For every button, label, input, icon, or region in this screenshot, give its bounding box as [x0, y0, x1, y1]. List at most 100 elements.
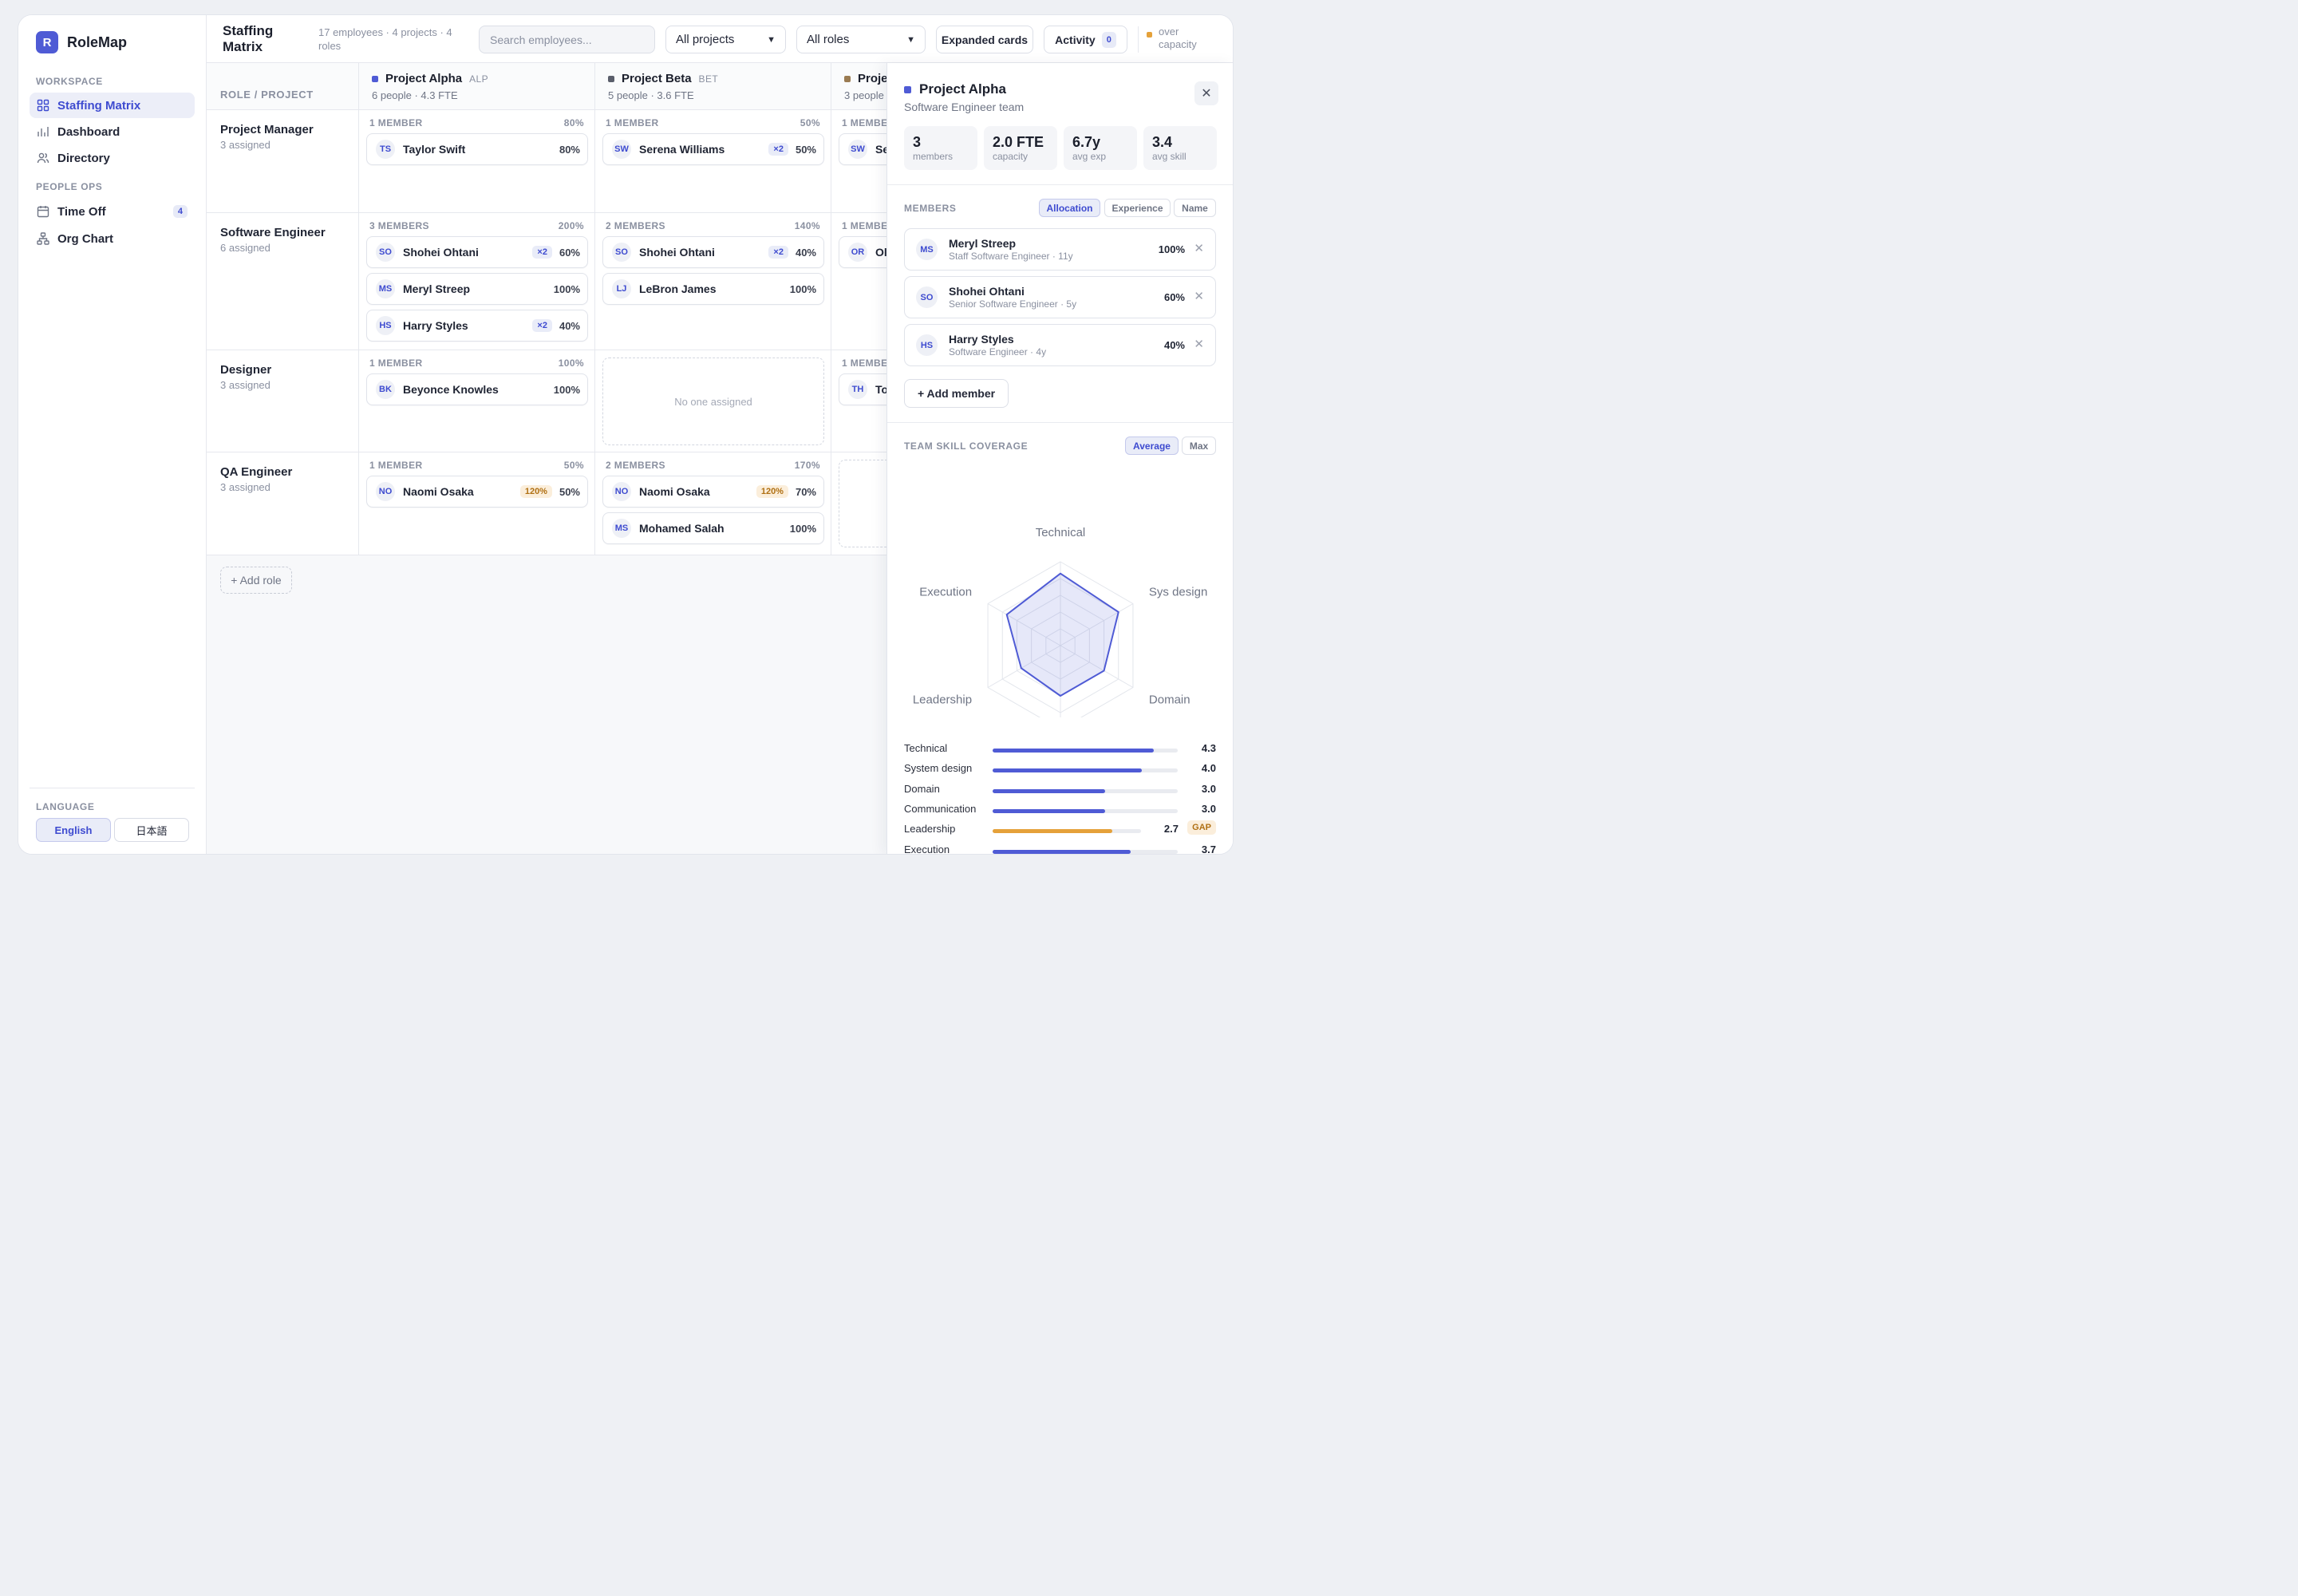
member-card[interactable]: HS Harry Styles ×2 40%	[366, 310, 588, 342]
member-count: 1 MEMBER	[369, 460, 423, 471]
project-meta: 3 people	[844, 89, 884, 101]
member-name: Harry Styles	[949, 333, 1014, 346]
expanded-cards-button[interactable]: Expanded cards	[936, 26, 1033, 53]
project-detail-panel: Project Alpha Software Engineer team ✕ 3…	[886, 63, 1233, 855]
multi-project-badge: ×2	[532, 246, 552, 259]
radar-axis-label: Leadership	[913, 693, 972, 707]
member-card[interactable]: SW Serena Williams ×2 50%	[602, 133, 824, 165]
sidebar-item-time-off[interactable]: Time Off 4	[30, 199, 195, 224]
radar-axis-label: Execution	[919, 586, 972, 599]
sort-allocation-button[interactable]: Allocation	[1039, 199, 1100, 217]
sidebar-item-org-chart[interactable]: Org Chart	[30, 226, 195, 251]
member-card[interactable]: SO Shohei Ohtani ×2 40%	[602, 236, 824, 268]
role-name: QA Engineer	[220, 465, 293, 479]
member-card[interactable]: BK Beyonce Knowles 100%	[366, 373, 588, 405]
avatar: BK	[376, 380, 395, 399]
over-capacity-legend: over capacity	[1147, 26, 1214, 51]
member-card[interactable]: MS Meryl Streep 100%	[366, 273, 588, 305]
member-card-meta: 120% 50%	[519, 485, 580, 498]
member-card-meta: ×2 50%	[768, 143, 816, 156]
divider	[887, 184, 1233, 185]
brand[interactable]: R RoleMap	[36, 31, 127, 53]
member-card[interactable]: NO Naomi Osaka 120% 50%	[366, 476, 588, 508]
member-name: Harry Styles	[403, 319, 468, 332]
skill-bar-track	[993, 808, 1178, 813]
multi-project-badge: ×2	[768, 143, 788, 156]
role-assigned-count: 3 assigned	[220, 481, 270, 493]
stat-avg-skill: 3.4 avg skill	[1143, 126, 1217, 170]
avatar: SO	[612, 243, 631, 262]
app-logo: R	[36, 31, 58, 53]
member-row[interactable]: HS Harry Styles Software Engineer · 4y 4…	[904, 324, 1216, 366]
member-card[interactable]: NO Naomi Osaka 120% 70%	[602, 476, 824, 508]
skill-bar-fill	[993, 829, 1112, 834]
skill-value: 3.7	[1201, 843, 1216, 855]
member-card[interactable]: LJ LeBron James 100%	[602, 273, 824, 305]
project-filter-value: All projects	[676, 33, 735, 46]
cell-total-allocation: 200%	[558, 220, 584, 231]
summary-text: 17 employees · 4 projects · 4 roles	[318, 26, 452, 52]
panel-subtitle: Software Engineer team	[904, 101, 1025, 113]
search-input[interactable]: Search employees...	[479, 26, 655, 53]
remove-member-icon[interactable]: ✕	[1194, 338, 1204, 351]
close-icon[interactable]: ✕	[1194, 81, 1218, 105]
section-label-workspace: WORKSPACE	[36, 76, 103, 87]
member-allocation: 70%	[795, 485, 816, 498]
member-row[interactable]: MS Meryl Streep Staff Software Engineer …	[904, 228, 1216, 271]
skill-bar-fill	[993, 808, 1105, 813]
sidebar-item-label: Time Off	[57, 204, 106, 219]
panel-title: Project Alpha	[904, 81, 1006, 97]
sidebar-item-dashboard[interactable]: Dashboard	[30, 119, 195, 144]
skill-bar-row: Domain 3.0	[904, 783, 1216, 797]
role-row-label: Designer 3 assigned	[207, 350, 359, 452]
project-filter-select[interactable]: All projects ▼	[665, 26, 786, 53]
member-allocation: 60%	[1163, 291, 1185, 303]
remove-member-icon[interactable]: ✕	[1194, 242, 1204, 255]
member-allocation: 50%	[795, 143, 816, 156]
empty-cell-dropzone[interactable]: No one assigned	[602, 358, 824, 445]
project-color-dot	[608, 75, 614, 82]
sort-experience-button[interactable]: Experience	[1104, 199, 1171, 217]
member-card[interactable]: MS Mohamed Salah 100%	[602, 512, 824, 544]
matrix-cell: 1 MEMBER 100% BK Beyonce Knowles 100%	[359, 350, 595, 452]
matrix-cell: 1 MEMBER 80% TS Taylor Swift 80%	[359, 110, 595, 213]
skill-bar-track	[993, 749, 1178, 753]
app-name: RoleMap	[67, 34, 128, 50]
app-window: R RoleMap WORKSPACE Staffing Matrix Dash…	[18, 14, 1234, 855]
member-card[interactable]: SO Shohei Ohtani ×2 60%	[366, 236, 588, 268]
member-count: 1 MEMBER	[606, 117, 659, 128]
activity-button[interactable]: Activity 0	[1044, 26, 1127, 53]
sidebar-item-staffing-matrix[interactable]: Staffing Matrix	[30, 93, 195, 118]
member-allocation: 60%	[559, 246, 580, 259]
role-filter-select[interactable]: All roles ▼	[796, 26, 926, 53]
member-count: 1 MEMBER	[842, 358, 895, 369]
add-role-button[interactable]: + Add role	[220, 567, 292, 594]
sort-name-button[interactable]: Name	[1174, 199, 1216, 217]
add-member-button[interactable]: + Add member	[904, 379, 1009, 408]
cell-header: 1 MEMBER 100%	[369, 358, 584, 369]
sidebar-item-directory[interactable]: Directory	[30, 145, 195, 171]
avatar: MS	[376, 279, 395, 298]
radar-axis-label: Technical	[1036, 526, 1086, 539]
avatar: MS	[916, 239, 938, 260]
language-english-button[interactable]: English	[36, 818, 111, 842]
stat-label: avg skill	[1152, 151, 1187, 162]
language-japanese-button[interactable]: 日本語	[114, 818, 189, 842]
coverage-average-button[interactable]: Average	[1125, 437, 1179, 455]
project-column-header[interactable]: Project Beta BET 5 people · 3.6 FTE	[595, 63, 831, 110]
project-column-header[interactable]: Project Alpha ALP 6 people · 4.3 FTE	[359, 63, 595, 110]
over-capacity-badge: 120%	[756, 485, 788, 498]
coverage-max-button[interactable]: Max	[1182, 437, 1216, 455]
member-allocation: 100%	[1158, 243, 1185, 255]
matrix-cell: No one assigned	[595, 350, 831, 452]
skill-bar-fill	[993, 849, 1131, 854]
skill-bar-fill	[993, 768, 1143, 773]
remove-member-icon[interactable]: ✕	[1194, 290, 1204, 303]
member-row[interactable]: SO Shohei Ohtani Senior Software Enginee…	[904, 276, 1216, 318]
project-name-text: Project Alpha	[385, 72, 463, 85]
stat-value: 3.4	[1152, 134, 1173, 150]
panel-title-text: Project Alpha	[919, 81, 1006, 97]
member-card[interactable]: TS Taylor Swift 80%	[366, 133, 588, 165]
member-card-meta: ×2 60%	[532, 246, 580, 259]
skill-name: Domain	[904, 782, 940, 795]
